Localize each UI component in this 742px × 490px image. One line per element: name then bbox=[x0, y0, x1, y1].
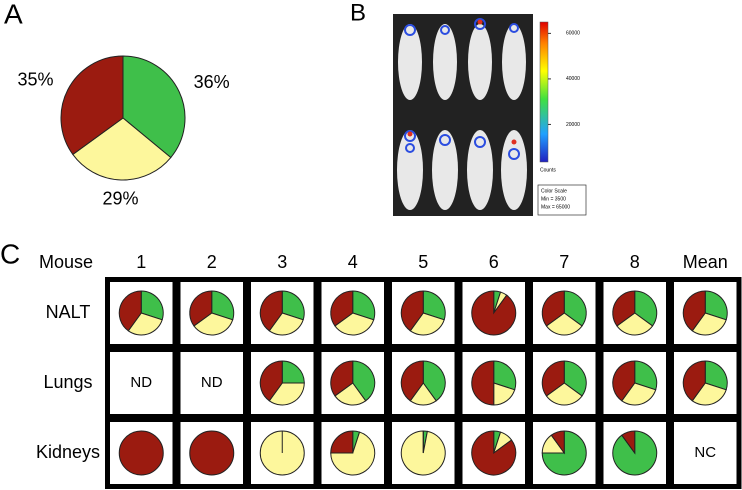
pie-slice bbox=[259, 290, 283, 332]
panel-label: C bbox=[0, 238, 20, 269]
pie-slice bbox=[682, 290, 706, 332]
pie-slice bbox=[281, 290, 305, 321]
pie-slice bbox=[616, 312, 654, 336]
pie-slice bbox=[612, 360, 636, 402]
corner-label: Mouse bbox=[39, 252, 93, 272]
tick-label: 40000 bbox=[566, 76, 580, 82]
legend-text: Min = 3500 bbox=[541, 196, 566, 202]
pie-slice bbox=[691, 312, 727, 336]
panel-label: A bbox=[4, 0, 23, 29]
legend-text: Color Scale bbox=[541, 188, 567, 194]
pie-slice bbox=[281, 360, 305, 384]
row-label: Kidneys bbox=[36, 442, 100, 462]
pie-slice bbox=[422, 360, 446, 402]
pie-slice bbox=[189, 430, 235, 476]
pie-slice bbox=[140, 290, 164, 321]
tick-label: 20000 bbox=[566, 122, 580, 128]
value-label: 29% bbox=[103, 189, 139, 209]
pie-slice bbox=[268, 312, 304, 336]
cell-note: ND bbox=[201, 374, 223, 391]
pie-slice bbox=[545, 382, 583, 406]
pie-slice bbox=[621, 430, 636, 455]
pie-slice bbox=[330, 290, 354, 327]
column-label: 2 bbox=[207, 252, 217, 272]
color-scale-box bbox=[537, 184, 587, 216]
pie-slice bbox=[471, 430, 517, 476]
pie-slice bbox=[704, 360, 728, 391]
pie-slice bbox=[541, 290, 565, 327]
pie-slice bbox=[334, 312, 375, 336]
pie-slice bbox=[612, 290, 636, 327]
pie-slice bbox=[189, 290, 213, 327]
pie-slice bbox=[545, 312, 583, 336]
pie-slice bbox=[493, 360, 517, 391]
pie-slice bbox=[60, 55, 124, 156]
mouse-images bbox=[393, 14, 533, 216]
pie-slice bbox=[422, 290, 446, 321]
column-label: 7 bbox=[559, 252, 569, 272]
column-label: 6 bbox=[489, 252, 499, 272]
column-label: Mean bbox=[683, 252, 728, 272]
pie-slice bbox=[400, 290, 424, 332]
cell bbox=[180, 352, 243, 414]
legend-text: Max = 65000 bbox=[541, 204, 570, 210]
column-label: 8 bbox=[630, 252, 640, 272]
panel-label: B bbox=[350, 0, 366, 26]
cell bbox=[674, 422, 737, 484]
pie-slice bbox=[118, 430, 164, 476]
pie-slice bbox=[471, 360, 495, 406]
pie-slice bbox=[471, 290, 517, 336]
pie-slice bbox=[352, 360, 376, 402]
pie-slice bbox=[127, 312, 163, 336]
pie-slice bbox=[122, 55, 186, 159]
pie-slice bbox=[400, 360, 424, 402]
tick-label: 60000 bbox=[566, 31, 580, 37]
column-label: 1 bbox=[136, 252, 146, 272]
pie-slice bbox=[259, 360, 283, 402]
cell bbox=[110, 352, 173, 414]
pie-slice bbox=[330, 431, 376, 476]
pie-slice bbox=[193, 312, 234, 336]
row-label: Lungs bbox=[43, 372, 92, 392]
pie-slice bbox=[211, 290, 235, 321]
column-label: 3 bbox=[277, 252, 287, 272]
pie-slice bbox=[352, 290, 376, 321]
pie-slice bbox=[691, 382, 727, 406]
pie-slice bbox=[72, 117, 172, 181]
pie-slice bbox=[621, 382, 657, 406]
pie-slice bbox=[634, 360, 658, 391]
pie-slice bbox=[330, 360, 354, 397]
colorbar bbox=[539, 21, 549, 163]
pie-slice bbox=[541, 360, 565, 397]
column-label: 5 bbox=[418, 252, 428, 272]
value-label: 36% bbox=[194, 72, 230, 92]
value-label: 35% bbox=[17, 70, 53, 90]
pie-slice bbox=[550, 430, 565, 455]
row-label: NALT bbox=[46, 302, 91, 322]
pie-slice bbox=[268, 382, 305, 406]
pie-slice bbox=[409, 312, 445, 336]
column-label: 4 bbox=[348, 252, 358, 272]
pie-slice bbox=[334, 382, 367, 406]
pie-slice bbox=[330, 430, 354, 454]
pie-slice bbox=[634, 290, 658, 327]
cell-note: ND bbox=[130, 374, 152, 391]
pie-slice bbox=[563, 290, 587, 327]
pie-slice bbox=[118, 290, 142, 332]
pie-slice bbox=[682, 360, 706, 402]
colorbar-label: Counts bbox=[540, 167, 556, 173]
pie-slice bbox=[563, 360, 587, 397]
cell-note: NC bbox=[694, 444, 716, 461]
pie-slice bbox=[704, 290, 728, 321]
